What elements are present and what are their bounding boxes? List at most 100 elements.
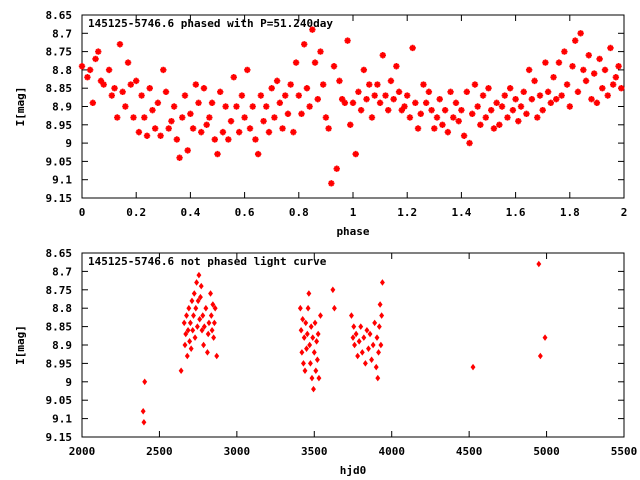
data-point: [184, 147, 191, 154]
data-point: [542, 334, 548, 341]
data-point: [393, 63, 400, 70]
data-point: [470, 363, 476, 371]
x-axis-label: hjd0: [340, 464, 367, 477]
data-point: [89, 99, 97, 107]
data-point: [544, 88, 552, 96]
data-point: [265, 128, 273, 136]
data-point: [208, 290, 213, 297]
data-point: [366, 345, 371, 352]
data-point: [263, 103, 270, 110]
data-point: [319, 81, 327, 88]
data-point: [181, 319, 187, 327]
data-point: [352, 150, 359, 158]
data-point: [116, 41, 124, 48]
data-point: [184, 312, 189, 319]
y-tick-label: 9.05: [46, 394, 73, 407]
y-tick-label: 8.75: [46, 46, 73, 59]
data-point: [580, 66, 587, 74]
data-point: [572, 37, 579, 44]
data-point: [135, 128, 143, 136]
data-point: [555, 59, 563, 66]
y-tick-label: 8.7: [52, 27, 72, 40]
x-tick-label: 2000: [69, 445, 96, 458]
data-point: [97, 77, 105, 85]
data-point: [211, 136, 218, 143]
data-point: [252, 136, 259, 143]
data-point: [414, 125, 422, 132]
data-point: [409, 44, 416, 52]
data-point: [290, 128, 297, 136]
data-point: [362, 360, 368, 367]
data-point: [450, 114, 457, 121]
data-point: [501, 92, 508, 99]
data-point: [371, 92, 378, 99]
data-point: [379, 312, 385, 319]
data-point: [199, 327, 205, 334]
data-point: [590, 70, 598, 77]
chart-title: 145125-5746.6 not phased light curve: [88, 255, 327, 268]
data-point: [306, 103, 313, 110]
data-point: [210, 301, 216, 308]
data-point: [417, 110, 424, 118]
data-point: [302, 367, 308, 375]
y-tick-label: 9.1: [52, 413, 72, 426]
data-point: [186, 304, 192, 312]
data-point: [208, 312, 214, 319]
data-point: [206, 319, 212, 327]
data-point: [452, 99, 460, 107]
data-point: [300, 315, 306, 323]
data-point: [566, 103, 573, 110]
x-tick-label: 0.2: [126, 206, 146, 219]
chart-panel-2: 2000 2500 3000 3500 4000 4500 5000 5500 8.65 8.7 8…: [14, 247, 637, 477]
data-point: [195, 297, 201, 305]
data-point: [187, 319, 193, 327]
data-point: [249, 103, 256, 110]
y-tick-label: 8.7: [52, 265, 72, 278]
data-point: [385, 106, 392, 114]
data-point: [84, 74, 91, 81]
data-point: [333, 165, 340, 172]
data-point: [203, 121, 210, 128]
data-point: [609, 81, 617, 88]
x-tick-label: 5500: [611, 445, 638, 458]
data-point: [95, 48, 102, 55]
data-point: [184, 352, 190, 360]
data-point: [284, 110, 292, 118]
data-point: [303, 319, 309, 327]
data-point: [108, 92, 116, 99]
data-point: [355, 88, 362, 96]
y-tick-label: 8.9: [52, 339, 72, 352]
data-point: [428, 106, 435, 114]
data-point: [349, 99, 357, 107]
data-point: [194, 323, 200, 330]
data-point: [100, 81, 107, 88]
data-point: [569, 63, 576, 70]
data-point: [330, 286, 336, 294]
data-point: [515, 117, 522, 125]
data-point: [182, 341, 188, 349]
data-point: [317, 48, 324, 55]
data-point: [162, 88, 170, 96]
data-point: [612, 74, 620, 81]
data-point: [315, 330, 321, 338]
data-point: [531, 77, 538, 85]
data-point: [395, 88, 403, 96]
data-point: [181, 92, 189, 99]
data-point: [205, 330, 211, 338]
data-point: [359, 349, 365, 356]
data-point: [165, 125, 172, 132]
data-point: [200, 312, 206, 319]
data-point: [211, 319, 217, 327]
data-point: [588, 95, 595, 103]
data-point: [214, 150, 221, 158]
data-point: [382, 92, 389, 99]
data-point: [189, 125, 197, 132]
data-point: [273, 77, 281, 85]
data-point: [143, 132, 151, 139]
y-tick-label: 8.65: [46, 247, 73, 260]
data-point: [366, 81, 373, 88]
data-point: [349, 312, 354, 319]
data-point: [433, 114, 441, 121]
data-point: [201, 323, 207, 330]
